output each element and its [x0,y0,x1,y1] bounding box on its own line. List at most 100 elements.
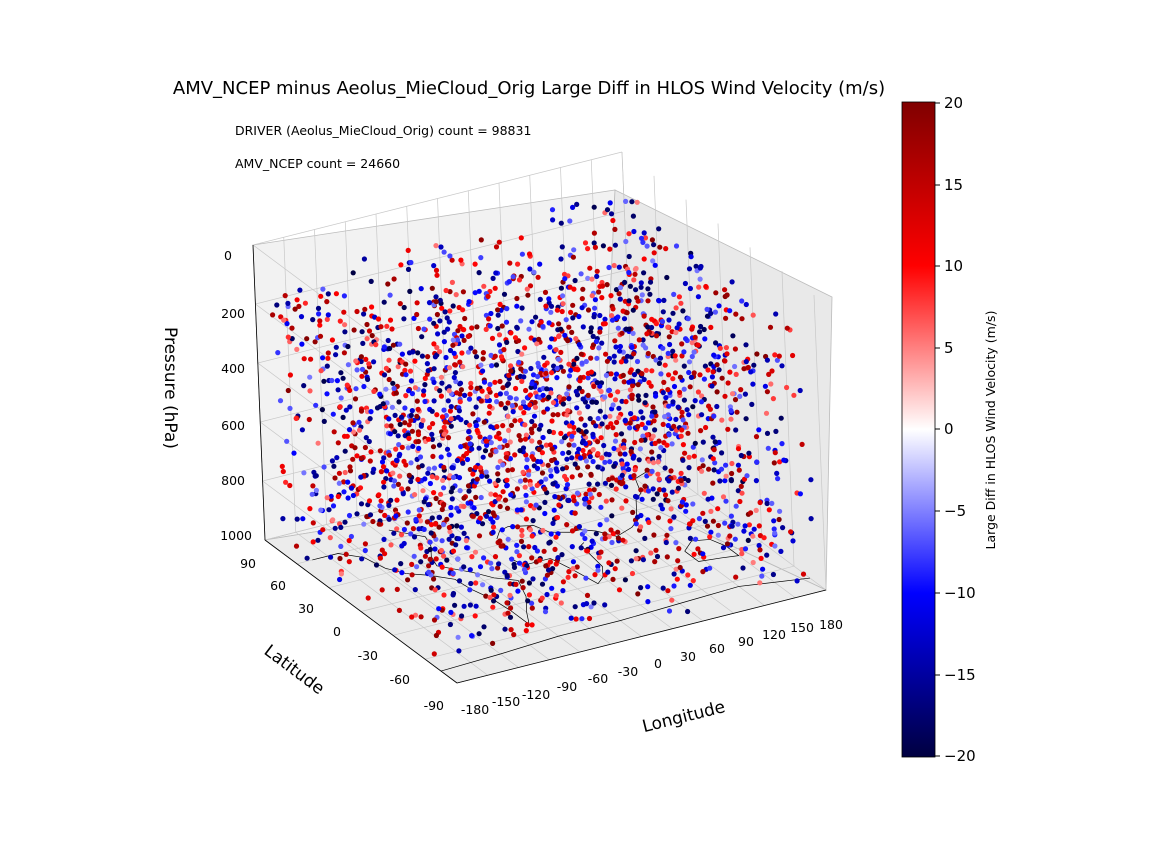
scatter-point [427,316,433,322]
scatter-point [542,289,549,295]
scatter-point [661,379,667,385]
scatter-point [667,518,673,524]
scatter-point [508,330,514,336]
scatter-point [584,601,590,607]
scatter-point [422,476,428,482]
scatter-point [653,333,660,339]
scatter-point [287,372,293,378]
scatter-point [664,554,670,560]
scatter-point [315,440,321,446]
scatter-point [698,323,704,330]
x-tick-label: 120 [762,627,786,642]
scatter-point [613,432,619,438]
scatter-point [800,571,807,577]
scatter-point [515,261,521,267]
scatter-point [334,455,340,461]
scatter-point [488,516,494,522]
scatter-point [294,516,300,522]
scatter-point [497,301,503,307]
scatter-point [433,495,439,502]
scatter-point [564,391,570,397]
scatter-point [533,314,539,320]
scatter-point [637,446,644,452]
scatter-point [665,387,671,393]
scatter-point [735,488,741,494]
scatter-point [481,419,487,425]
scatter-point [558,600,564,606]
scatter-point [376,521,382,527]
scatter-point [373,342,379,348]
scatter-point [570,302,576,308]
scatter-point [697,329,703,335]
scatter-point [666,317,672,323]
scatter-point [723,315,729,321]
scatter-point [679,409,685,415]
scatter-point [681,397,688,403]
scatter-point [433,267,440,273]
scatter-point [665,588,671,594]
scatter-point [578,545,584,551]
scatter-point [532,544,538,551]
scatter-point [364,336,370,342]
scatter-point [683,502,689,508]
scatter-point [313,402,319,408]
scatter-point [599,421,605,427]
scatter-point [547,442,554,448]
scatter-point [649,316,655,322]
scatter-point [432,354,438,360]
scatter-point [570,204,576,210]
scatter-point [337,404,343,410]
scatter-point [378,469,384,475]
scatter-point [666,403,672,409]
scatter-point [306,416,312,423]
scatter-point [766,507,772,513]
scatter-point [404,520,410,526]
scatter-point [572,604,578,610]
scatter-point [617,348,623,354]
scatter-point [559,439,565,445]
scatter-point [338,571,344,577]
scatter-point [444,516,450,523]
scatter-point [586,481,592,487]
scatter-point [660,345,666,351]
scatter-point [433,556,439,562]
scatter-point [473,354,480,360]
scatter-point [610,306,616,312]
scatter-point [567,423,573,429]
scatter-point [462,315,468,322]
scatter-point [494,399,500,405]
scatter-point [450,485,456,491]
scatter-point [438,547,444,554]
scatter-point [329,337,335,343]
scatter-point [670,376,676,382]
scatter-point [473,494,479,500]
scatter-point [457,359,463,365]
scatter-point [429,515,435,521]
scatter-point [597,408,603,414]
scatter-point [415,431,422,438]
scatter-point [556,333,562,340]
scatter-point [557,394,563,400]
scatter-point [573,388,579,395]
scatter-point [753,478,760,484]
scatter-point [492,492,498,498]
cb-tick-label: −15 [944,666,976,684]
scatter-point [635,368,641,374]
scatter-point [518,437,524,443]
scatter-point [520,469,526,475]
scatter-point [623,238,629,245]
scatter-point [394,457,400,464]
scatter-point [500,462,506,468]
scatter-point [650,486,656,492]
scatter-point [732,536,738,542]
scatter-point [424,361,430,367]
scatter-point [519,378,525,384]
scatter-point [406,435,412,441]
scatter-point [572,277,578,284]
scatter-point [511,564,518,571]
scatter-point [595,451,601,457]
scatter-point [328,554,334,560]
scatter-point [478,362,484,368]
scatter-point [431,465,438,471]
